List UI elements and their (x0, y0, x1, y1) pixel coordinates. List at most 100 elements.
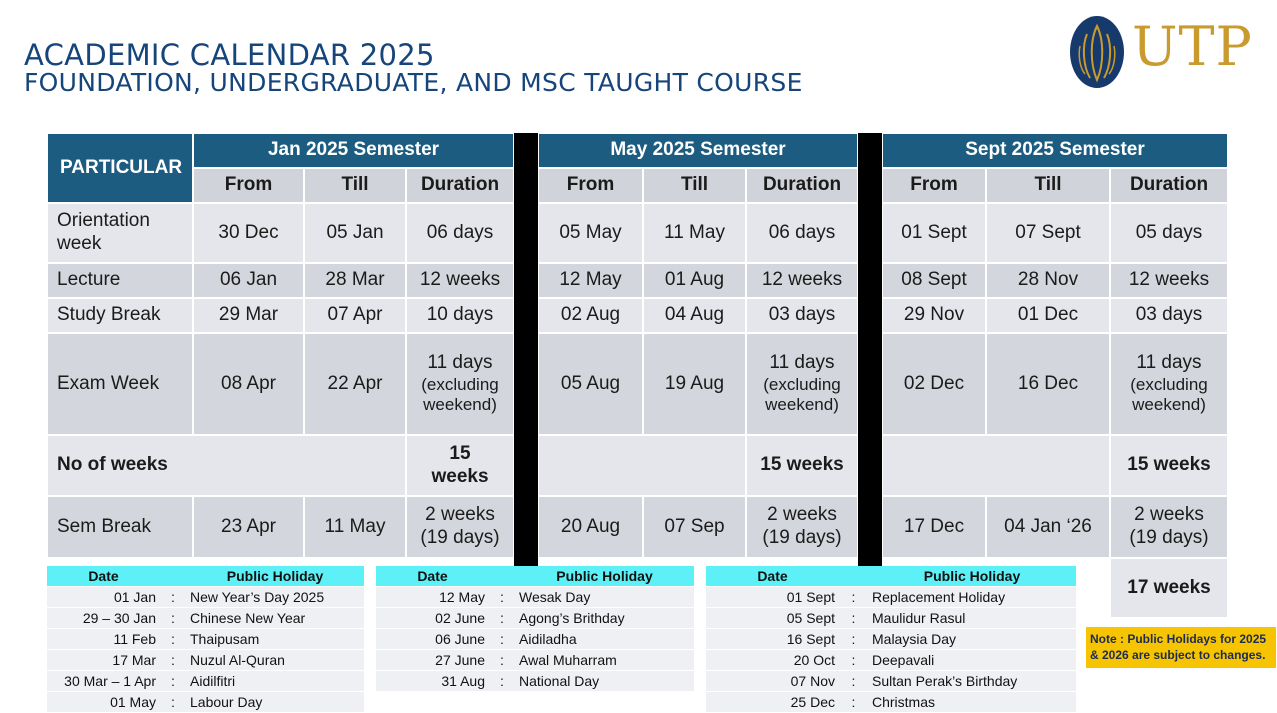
separator: : (489, 671, 515, 692)
holiday-date: 29 – 30 Jan (47, 608, 160, 629)
holiday-date: 06 June (376, 629, 489, 650)
table-cell: 05 Jan (304, 203, 406, 263)
table-cell: 03 days (746, 298, 858, 333)
row-label: Orientation week (47, 203, 193, 263)
table-cell: 01 Aug (643, 263, 746, 298)
holiday-name: Malaysia Day (868, 629, 1076, 650)
holiday-date: 17 Mar (47, 650, 160, 671)
table-row: 30 Mar – 1 Apr: Aidilfitri (47, 671, 364, 692)
holiday-date: 11 Feb (47, 629, 160, 650)
table-cell: 29 Mar (193, 298, 304, 333)
table-cell: 11 May (304, 496, 406, 558)
duration-value: 11 days (1136, 352, 1202, 374)
duration-note: (19 days) (420, 527, 500, 548)
table-row: 05 Sept: Maulidur Rasul (706, 608, 1076, 629)
holiday-date: 01 Jan (47, 587, 160, 608)
table-row: 01 Sept: Replacement Holiday (706, 587, 1076, 608)
date-header: Date (47, 566, 160, 587)
table-cell: 11 days (excluding weekend) (746, 333, 858, 435)
holiday-name: Nuzul Al-Quran (186, 650, 364, 671)
table-row: 02 June: Agong’s Brithday (376, 608, 694, 629)
table-cell: 05 days (1110, 203, 1228, 263)
holiday-header: Public Holiday (868, 566, 1076, 587)
table-row: No of weeks 15 weeks 15 weeks 15 weeks (47, 435, 1228, 496)
table-cell: 06 days (746, 203, 858, 263)
table-cell: 03 days (1110, 298, 1228, 333)
table-row: 06 June: Aidiladha (376, 629, 694, 650)
table-row: 29 – 30 Jan: Chinese New Year (47, 608, 364, 629)
separator: : (839, 692, 868, 713)
table-row: Sem Break 23 Apr 11 May 2 weeks (19 days)… (47, 496, 1228, 558)
holiday-date: 05 Sept (706, 608, 839, 629)
separator: : (839, 608, 868, 629)
date-header: Date (706, 566, 839, 587)
duration-value: 2 weeks (767, 504, 837, 526)
holiday-date: 30 Mar – 1 Apr (47, 671, 160, 692)
table-cell: 04 Aug (643, 298, 746, 333)
table-row: 20 Oct: Deepavali (706, 650, 1076, 671)
table-cell: 29 Nov (882, 298, 986, 333)
table-cell: 12 weeks (406, 263, 514, 298)
utp-logo: UTP (1068, 14, 1258, 94)
holiday-name: Thaipusam (186, 629, 364, 650)
separator: : (489, 608, 515, 629)
separator: : (489, 629, 515, 650)
holiday-date: 27 June (376, 650, 489, 671)
table-cell: 07 Apr (304, 298, 406, 333)
holiday-note: Note : Public Holidays for 2025 & 2026 a… (1086, 627, 1276, 668)
table-row: 25 Dec: Christmas (706, 692, 1076, 713)
holiday-name: Agong’s Brithday (515, 608, 694, 629)
separator: : (160, 608, 186, 629)
empty-cell (538, 435, 746, 496)
duration-value: 2 weeks (1134, 504, 1204, 526)
holiday-date: 20 Oct (706, 650, 839, 671)
duration-header: Duration (1110, 168, 1228, 203)
row-label: Study Break (47, 298, 193, 333)
table-cell: 05 Aug (538, 333, 643, 435)
table-cell: 06 Jan (193, 263, 304, 298)
table-cell: 07 Sep (643, 496, 746, 558)
weeks-total: 15 weeks (431, 442, 489, 487)
table-cell: 06 days (406, 203, 514, 263)
table-cell: 16 Dec (986, 333, 1110, 435)
holiday-date: 25 Dec (706, 692, 839, 713)
table-row: Study Break 29 Mar 07 Apr 10 days 02 Aug… (47, 298, 1228, 333)
holiday-date: 16 Sept (706, 629, 839, 650)
duration-note: (excluding weekend) (763, 375, 841, 415)
row-label: Lecture (47, 263, 193, 298)
may-holiday-table: Date Public Holiday 12 May: Wesak Day 02 … (376, 566, 694, 692)
till-header: Till (643, 168, 746, 203)
table-cell: 12 May (538, 263, 643, 298)
table-row: 31 Aug: National Day (376, 671, 694, 692)
table-cell: 2 weeks (19 days) (406, 496, 514, 558)
duration-note: (excluding weekend) (1130, 375, 1208, 415)
duration-value: 2 weeks (425, 504, 495, 526)
row-label: Sem Break (47, 496, 193, 558)
holiday-name: National Day (515, 671, 694, 692)
holiday-name: Sultan Perak’s Birthday (868, 671, 1076, 692)
separator: : (160, 650, 186, 671)
column-divider (858, 133, 882, 558)
duration-header: Duration (406, 168, 514, 203)
holiday-name: Maulidur Rasul (868, 608, 1076, 629)
table-row: 07 Nov: Sultan Perak’s Birthday (706, 671, 1076, 692)
table-cell: 2 weeks (19 days) (1110, 496, 1228, 558)
table-cell: 28 Nov (986, 263, 1110, 298)
row-label: No of weeks (47, 435, 406, 496)
table-cell: 19 Aug (643, 333, 746, 435)
holiday-date: 01 Sept (706, 587, 839, 608)
table-cell: 20 Aug (538, 496, 643, 558)
utp-logo-text: UTP (1132, 15, 1253, 78)
empty-cell (882, 435, 1110, 496)
holiday-name: Christmas (868, 692, 1076, 713)
separator: : (160, 671, 186, 692)
duration-note: (19 days) (1129, 527, 1209, 548)
weeks-total: 17 weeks (1110, 558, 1228, 618)
table-row: 01 May: Labour Day (47, 692, 364, 713)
utp-seal-icon (1070, 16, 1124, 88)
holiday-name: Labour Day (186, 692, 364, 713)
holiday-name: Aidiladha (515, 629, 694, 650)
separator: : (839, 650, 868, 671)
table-cell: 10 days (406, 298, 514, 333)
table-cell: 23 Apr (193, 496, 304, 558)
